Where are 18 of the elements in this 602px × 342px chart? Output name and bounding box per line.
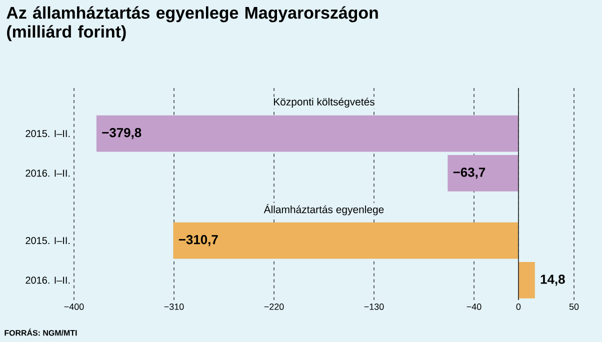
y-tick-label: 2016. I–II. [26, 170, 70, 177]
y-tick-label: 2015. I–II. [26, 237, 70, 244]
data-label: 14,8 [540, 274, 565, 286]
series-label: Központi költségvetés [274, 98, 374, 108]
x-tick-label: −40 [466, 304, 482, 310]
x-tick-label: −220 [264, 304, 284, 310]
x-tick-label: 0 [516, 304, 521, 310]
data-label: −310,7 [178, 235, 218, 246]
x-tick-label: −400 [64, 304, 84, 310]
chart-title: Az államháztartás egyenlege Magyarországon (milliárd forint) [6, 6, 378, 42]
x-tick-label: 50 [569, 304, 579, 310]
y-tick-label: 2015. I–II. [26, 130, 70, 138]
x-tick-label: −310 [164, 304, 184, 310]
data-label: −63,7 [453, 168, 486, 179]
y-tick-label: 2016. I–II. [26, 276, 70, 284]
data-label: −379,8 [102, 128, 142, 140]
series-label: Államháztartás egyenlege [264, 204, 384, 216]
x-tick-label: −130 [364, 304, 384, 310]
